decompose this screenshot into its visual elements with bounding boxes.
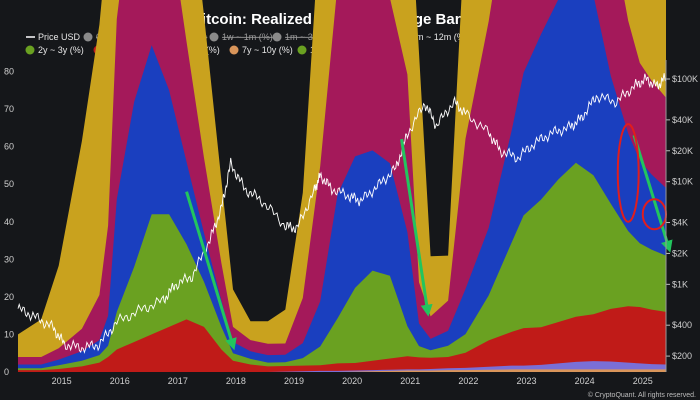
y-right-tick-label: $10K (672, 177, 693, 187)
y-left-tick-label: 80 (4, 67, 14, 77)
legend-dot-swatch (83, 32, 93, 42)
legend-label: 2y ~ 3y (%) (38, 45, 84, 55)
x-tick-label: 2024 (575, 376, 595, 386)
area-series (18, 306, 666, 372)
y-right-tick-label: $400 (672, 320, 692, 330)
y-left-tick-label: 50 (4, 179, 14, 189)
plot-area (18, 0, 666, 372)
legend-item[interactable]: 1m ~ 3m (%) (272, 32, 337, 42)
y-left-tick-label: 20 (4, 292, 14, 302)
legend-label: 1w ~ 1m (%) (222, 32, 273, 42)
y-left-tick-label: 60 (4, 142, 14, 152)
price-line-layer (17, 73, 667, 354)
x-tick-label: 2021 (400, 376, 420, 386)
area-series (18, 162, 666, 372)
y-left-tick-label: 30 (4, 254, 14, 264)
legend-label: 6m ~ 12m (%) (411, 32, 468, 42)
legend-dot-swatch (25, 45, 35, 55)
y-right-tick-label: $1K (672, 279, 688, 289)
y-right-tick-label: $200 (672, 351, 692, 361)
y-right-tick-label: $100K (672, 74, 698, 84)
x-tick-label: 2015 (52, 376, 72, 386)
area-series (18, 361, 666, 372)
area-series (18, 369, 666, 372)
y-right-tick-label: $40K (672, 115, 693, 125)
x-tick-label: 2019 (284, 376, 304, 386)
y-left-tick-label: 40 (4, 217, 14, 227)
y-left-tick-label: 70 (4, 104, 14, 114)
x-tick-label: 2022 (458, 376, 478, 386)
y-right-tick-label: $2K (672, 248, 688, 258)
y-left-tick-label: 10 (4, 329, 14, 339)
y-left-tick-label: 0 (4, 367, 9, 377)
x-tick-label: 2025 (633, 376, 653, 386)
legend-item[interactable]: Price USD (26, 32, 81, 42)
legend-dot-swatch (272, 32, 282, 42)
legend-label: 1m ~ 3m (%) (285, 32, 337, 42)
highlight-ellipse (616, 123, 640, 223)
legend-dot-swatch (209, 32, 219, 42)
y-right-tick-label: $20K (672, 146, 693, 156)
axes: 0 10 20 30 40 50 60 70 80 $200 $400 $1K $2K $4K $10K $2… (4, 60, 698, 386)
credit-text: © CryptoQuant. All rights reserved. (588, 391, 696, 399)
legend-dot-swatch (297, 45, 307, 55)
legend-item[interactable]: 2y ~ 3y (%) (25, 45, 84, 55)
trend-arrow (185, 191, 237, 351)
x-tick-label: 2020 (342, 376, 362, 386)
legend-item[interactable]: 1w ~ 1m (%) (209, 32, 273, 42)
x-tick-label: 2023 (517, 376, 537, 386)
legend-dot-swatch (229, 45, 239, 55)
price-line (17, 73, 667, 354)
legend-item[interactable]: 7y ~ 10y (%) (229, 45, 293, 55)
trend-arrow (632, 134, 673, 253)
legend-label: 7y ~ 10y (%) (242, 45, 293, 55)
trend-arrow (400, 138, 433, 317)
x-tick-label: 2018 (226, 376, 246, 386)
y-right-tick-label: $4K (672, 218, 688, 228)
legend-label: Price USD (38, 32, 81, 42)
x-tick-label: 2016 (110, 376, 130, 386)
x-tick-label: 2017 (168, 376, 188, 386)
